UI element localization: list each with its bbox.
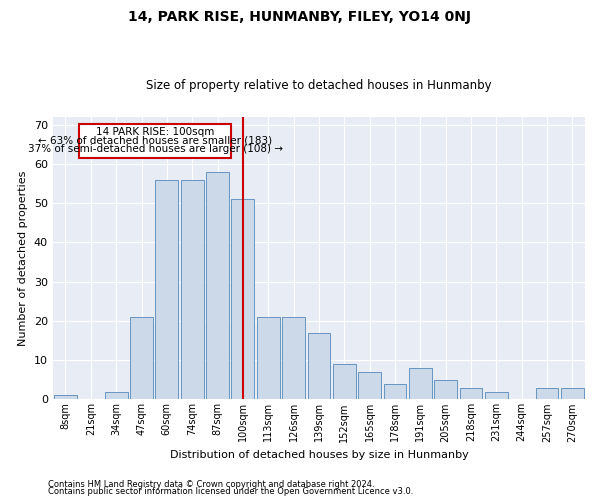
Y-axis label: Number of detached properties: Number of detached properties [18, 170, 28, 346]
Bar [181, 180, 203, 400]
Text: Contains HM Land Registry data © Crown copyright and database right 2024.: Contains HM Land Registry data © Crown c… [48, 480, 374, 489]
X-axis label: Distribution of detached houses by size in Hunmanby: Distribution of detached houses by size … [170, 450, 468, 460]
Bar [282, 317, 305, 400]
Bar [536, 388, 559, 400]
Bar [409, 368, 431, 400]
Bar [383, 384, 406, 400]
Text: 14 PARK RISE: 100sqm: 14 PARK RISE: 100sqm [96, 127, 215, 137]
Title: Size of property relative to detached houses in Hunmanby: Size of property relative to detached ho… [146, 79, 492, 92]
Text: 14, PARK RISE, HUNMANBY, FILEY, YO14 0NJ: 14, PARK RISE, HUNMANBY, FILEY, YO14 0NJ [128, 10, 472, 24]
Text: Contains public sector information licensed under the Open Government Licence v3: Contains public sector information licen… [48, 488, 413, 496]
Bar [308, 332, 331, 400]
Bar [206, 172, 229, 400]
Bar [460, 388, 482, 400]
Bar [257, 317, 280, 400]
Bar [54, 396, 77, 400]
Bar [105, 392, 128, 400]
Bar [155, 180, 178, 400]
Bar [485, 392, 508, 400]
FancyBboxPatch shape [79, 124, 232, 158]
Text: ← 63% of detached houses are smaller (183): ← 63% of detached houses are smaller (18… [38, 136, 272, 145]
Bar [232, 199, 254, 400]
Bar [333, 364, 356, 400]
Bar [561, 388, 584, 400]
Bar [434, 380, 457, 400]
Bar [130, 317, 153, 400]
Text: 37% of semi-detached houses are larger (108) →: 37% of semi-detached houses are larger (… [28, 144, 283, 154]
Bar [358, 372, 381, 400]
